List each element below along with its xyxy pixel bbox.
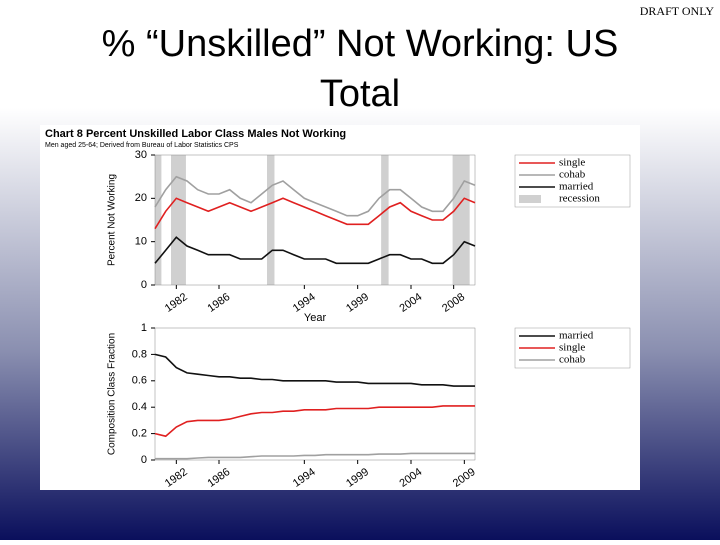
y-tick-label: 0.8	[132, 348, 147, 360]
y-tick-label: 0.6	[132, 375, 147, 387]
recession-band	[171, 155, 186, 285]
series-line	[154, 175, 476, 217]
y-tick-label: 0.2	[132, 428, 147, 440]
y-tick-label: 0	[141, 279, 147, 291]
y-tick-label: 0	[141, 454, 147, 466]
legend-swatch	[519, 195, 541, 203]
draft-label: DRAFT ONLY	[640, 4, 715, 18]
chart-subtitle: Men aged 25-64; Derived from Bureau of L…	[45, 142, 239, 149]
y-tick-label: 10	[135, 236, 147, 248]
legend-label: married	[559, 181, 594, 193]
y-axis-label: Percent Not Working	[107, 174, 118, 266]
series-line	[154, 197, 476, 230]
x-axis-label: Year	[304, 312, 327, 324]
recession-band	[155, 155, 162, 285]
recession-band	[381, 155, 389, 285]
recession-band	[452, 155, 470, 285]
legend-label: married	[559, 330, 594, 342]
y-axis-label: Composition Class Fraction	[107, 333, 118, 455]
y-tick-label: 1	[141, 322, 147, 334]
legend-label: single	[559, 157, 585, 169]
series-line	[154, 236, 476, 265]
plot-frame	[154, 154, 476, 286]
y-tick-label: 30	[135, 149, 147, 161]
series-line	[154, 405, 475, 438]
plot-frame	[154, 327, 476, 461]
y-tick-label: 20	[135, 192, 147, 204]
series-line	[154, 353, 475, 387]
y-tick-label: 0.4	[132, 401, 147, 413]
legend-label: single	[559, 342, 585, 354]
slide-title: % “Unskilled” Not Working: US	[102, 23, 619, 65]
slide-title: Total	[320, 73, 400, 115]
legend-label: recession	[559, 193, 600, 205]
legend-label: cohab	[559, 354, 586, 366]
chart-title: Chart 8 Percent Unskilled Labor Class Ma…	[45, 128, 346, 140]
legend-label: cohab	[559, 169, 586, 181]
series-line	[155, 452, 475, 460]
recession-band	[267, 155, 275, 285]
